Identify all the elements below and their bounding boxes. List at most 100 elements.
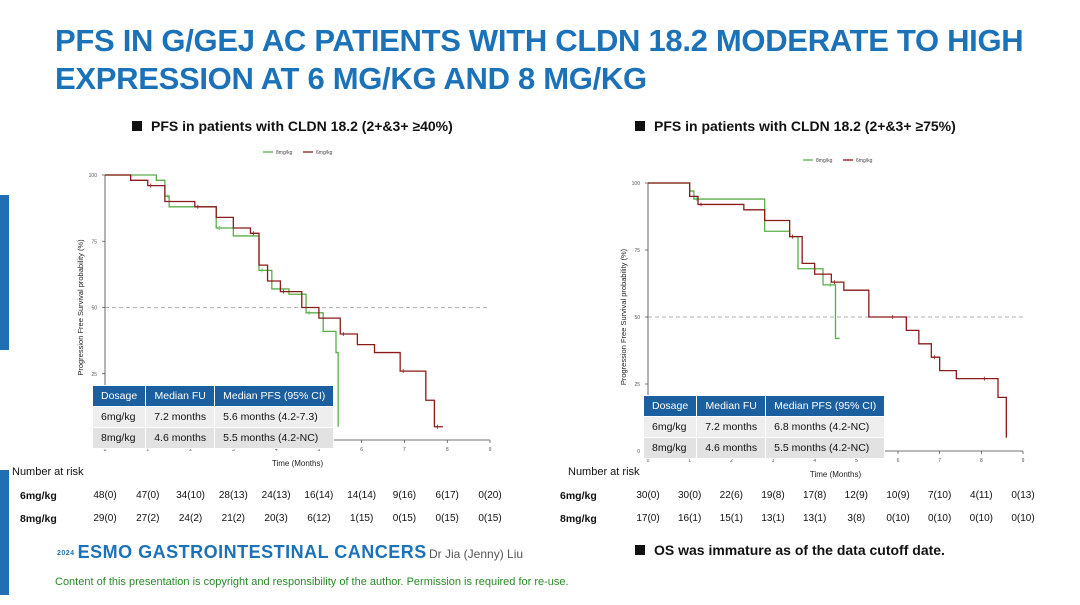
table-cell: 4.6 months (145, 427, 216, 449)
table-cell: 8mg/kg (91, 427, 147, 449)
y-tick-label: 100 (89, 173, 98, 179)
x-tick-label: 6 (360, 447, 363, 453)
x-tick-label: 0 (104, 447, 107, 453)
x-tick-label: 7 (938, 458, 941, 464)
risk-table-title: Number at risk (12, 466, 84, 478)
risk-cell: 30(0) (636, 490, 660, 501)
risk-cell: 9(16) (392, 490, 417, 501)
risk-cell: 34(10) (176, 490, 205, 501)
x-tick-label: 9 (1022, 458, 1025, 464)
risk-cell: 0(10) (927, 513, 952, 524)
y-axis-label: Progression Free Survival probability (%… (619, 248, 628, 385)
x-tick-label: 7 (403, 447, 406, 453)
risk-cell: 29(0) (93, 513, 117, 524)
x-tick-label: 4 (275, 447, 278, 453)
copyright-notice: Content of this presentation is copyrigh… (55, 576, 569, 588)
os-note-text: OS was immature as of the data cutoff da… (654, 542, 945, 558)
table-row: 8mg/kg 4.6 months 5.5 months (4.2-NC) (642, 437, 886, 459)
table-header-cell: Dosage (91, 385, 147, 407)
risk-row-label: 8mg/kg (560, 513, 597, 525)
legend-label: 6mg/kg (316, 150, 333, 156)
x-tick-label: 4 (813, 458, 816, 464)
table-header-row: Dosage Median FU Median PFS (95% CI) (91, 385, 335, 407)
legend-label: 8mg/kg (276, 150, 293, 156)
legend-label: 6mg/kg (856, 158, 873, 164)
esmo-logo: 2024 ESMO GASTROINTESTINAL CANCERS (57, 542, 427, 563)
table-cell: 7.2 months (696, 416, 767, 438)
risk-cell: 6(12) (307, 513, 331, 524)
risk-cell: 0(15) (392, 513, 417, 524)
risk-cell: 15(1) (719, 513, 744, 524)
table-cell: 8mg/kg (642, 437, 698, 459)
x-tick-label: 5 (855, 458, 858, 464)
table-header-row: Dosage Median FU Median PFS (95% CI) (642, 395, 886, 417)
decorative-bar-top (0, 195, 9, 350)
x-tick-label: 0 (647, 458, 650, 464)
legend-label: 8mg/kg (816, 158, 833, 164)
risk-cell: 24(13) (261, 490, 291, 501)
risk-cell: 0(20) (478, 490, 502, 501)
y-tick-label: 25 (91, 372, 97, 378)
table-row: 6mg/kg 7.2 months 6.8 months (4.2-NC) (642, 416, 886, 438)
table-cell: 5.5 months (4.2-NC) (765, 437, 886, 459)
x-tick-label: 3 (772, 458, 775, 464)
x-tick-label: 6 (897, 458, 900, 464)
x-tick-label: 2 (730, 458, 733, 464)
risk-cell: 20(3) (264, 513, 288, 524)
x-axis-label: Time (Months) (272, 459, 324, 468)
x-tick-label: 8 (446, 447, 449, 453)
risk-cell: 17(0) (636, 513, 660, 524)
table-header-cell: Dosage (642, 395, 698, 417)
os-note: OS was immature as of the data cutoff da… (635, 542, 945, 558)
risk-row-label: 6mg/kg (20, 490, 57, 502)
left-median-table: Dosage Median FU Median PFS (95% CI) 6mg… (91, 385, 335, 449)
bullet-square-icon (132, 121, 142, 131)
table-cell: 6.8 months (4.2-NC) (765, 416, 886, 438)
table-header-cell: Median FU (696, 395, 767, 417)
risk-cell: 21(2) (221, 513, 246, 524)
table-cell: 6mg/kg (642, 416, 698, 438)
y-tick-label: 75 (91, 239, 97, 245)
x-tick-label: 8 (980, 458, 983, 464)
x-tick-label: 1 (146, 447, 149, 453)
risk-cell: 7(10) (927, 490, 952, 501)
risk-cell: 0(10) (886, 513, 910, 524)
page-title: PFS IN G/GEJ AC PATIENTS WITH CLDN 18.2 … (55, 23, 1024, 96)
risk-cell: 0(10) (1011, 513, 1035, 524)
left-panel-heading: PFS in patients with CLDN 18.2 (2+&3+ ≥4… (132, 118, 453, 134)
table-cell: 7.2 months (145, 406, 216, 428)
table-cell: 6mg/kg (91, 406, 147, 428)
x-tick-label: 3 (232, 447, 235, 453)
bullet-square-icon (635, 121, 645, 131)
logo-text: ESMO GASTROINTESTINAL CANCERS (77, 542, 427, 562)
risk-cell: 0(10) (969, 513, 994, 524)
risk-cell: 0(13) (1011, 490, 1035, 501)
risk-cell: 3(8) (847, 513, 866, 524)
table-row: 6mg/kg 7.2 months 5.6 months (4.2-7.3) (91, 406, 335, 428)
risk-cell: 30(0) (677, 490, 702, 501)
table-cell: 5.5 months (4.2-NC) (214, 427, 335, 449)
risk-cell: 48(0) (93, 490, 117, 501)
right-panel-heading: PFS in patients with CLDN 18.2 (2+&3+ ≥7… (635, 118, 956, 134)
x-tick-label: 2 (189, 447, 192, 453)
series-line (105, 174, 443, 428)
risk-table-title: Number at risk (568, 466, 640, 478)
decorative-bar-bottom (0, 470, 9, 595)
risk-cell: 28(13) (218, 490, 248, 501)
risk-row-label: 6mg/kg (560, 490, 597, 502)
x-axis-label: Time (Months) (810, 470, 862, 479)
table-header-cell: Median FU (145, 385, 216, 407)
risk-cell: 0(15) (478, 513, 502, 524)
risk-cell: 13(1) (761, 513, 785, 524)
risk-cell: 4(11) (970, 490, 993, 501)
y-tick-label: 0 (637, 449, 640, 455)
risk-cell: 47(0) (136, 490, 160, 501)
right-panel-heading-text: PFS in patients with CLDN 18.2 (2+&3+ ≥7… (654, 118, 956, 134)
risk-cell: 1(15) (349, 513, 374, 524)
left-panel-heading-text: PFS in patients with CLDN 18.2 (2+&3+ ≥4… (151, 118, 453, 134)
risk-cell: 24(2) (178, 513, 203, 524)
risk-cell: 19(8) (761, 490, 785, 501)
logo-year: 2024 (57, 549, 75, 557)
risk-cell: 16(14) (304, 490, 334, 501)
